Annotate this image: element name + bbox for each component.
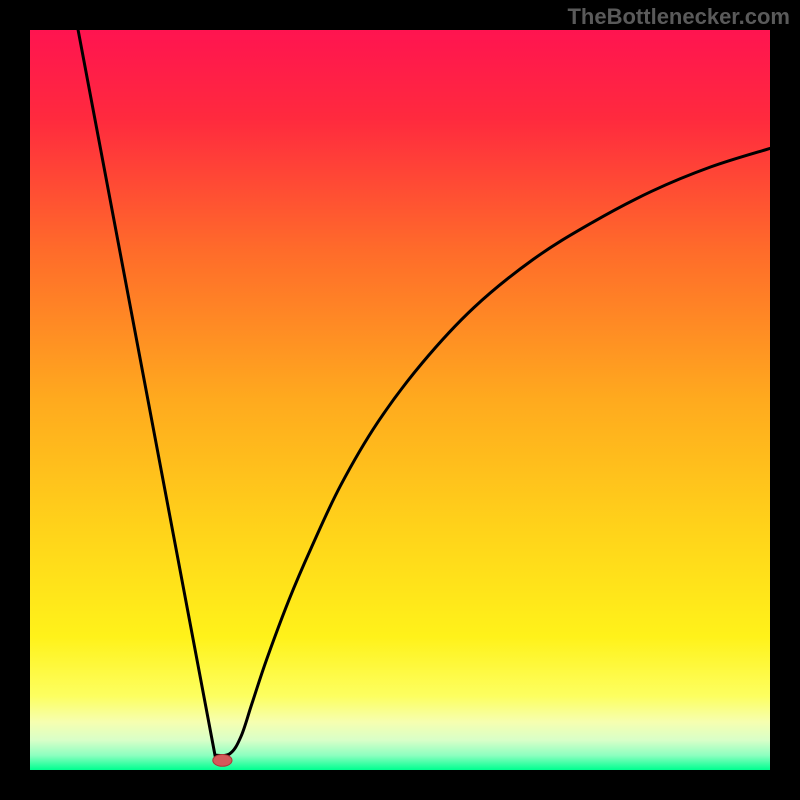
bottleneck-chart bbox=[0, 0, 800, 800]
chart-container: TheBottlenecker.com bbox=[0, 0, 800, 800]
bottleneck-marker bbox=[213, 754, 232, 766]
chart-background bbox=[30, 30, 770, 770]
watermark-text: TheBottlenecker.com bbox=[567, 4, 790, 30]
